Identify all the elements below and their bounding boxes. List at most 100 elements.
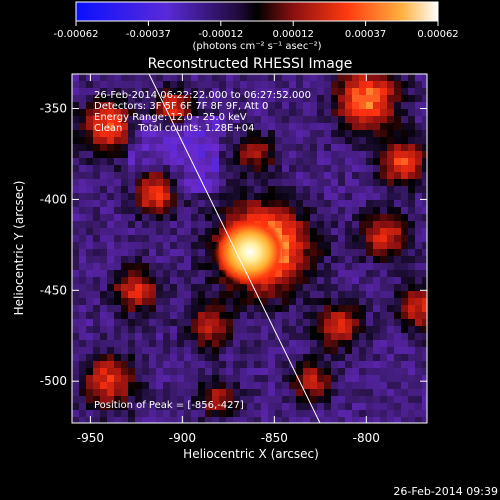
heatmap-cell [93,249,100,256]
heatmap-cell [422,109,427,116]
heatmap-cell [422,305,427,312]
heatmap-cell [331,158,338,165]
heatmap-cell [415,235,422,242]
heatmap-cell [114,200,121,207]
heatmap-cell [128,403,135,410]
heatmap-cell [198,235,205,242]
heatmap-cell [191,221,198,228]
heatmap-cell [93,326,100,333]
heatmap-cell [275,361,282,368]
heatmap-cell [135,277,142,284]
heatmap-cell [86,221,93,228]
heatmap-cell [401,347,408,354]
heatmap-cell [163,179,170,186]
heatmap-cell [72,410,79,417]
heatmap-cell [114,417,121,423]
heatmap-cell [149,263,156,270]
heatmap-cell [401,200,408,207]
heatmap-cell [142,375,149,382]
heatmap-cell [198,144,205,151]
heatmap-cell [156,284,163,291]
heatmap-cell [282,389,289,396]
heatmap-cell [156,298,163,305]
heatmap-cell [219,347,226,354]
heatmap-cell [254,396,261,403]
heatmap-cell [135,270,142,277]
heatmap-cell [338,354,345,361]
heatmap-cell [310,403,317,410]
heatmap-cell [191,74,198,81]
heatmap-cell [114,368,121,375]
heatmap-cell [142,305,149,312]
heatmap-cell [93,207,100,214]
heatmap-cell [170,256,177,263]
heatmap-cell [366,403,373,410]
heatmap-cell [86,137,93,144]
heatmap-cell [219,284,226,291]
heatmap-cell [163,417,170,423]
heatmap-cell [408,249,415,256]
heatmap-cell [135,256,142,263]
heatmap-cell [247,382,254,389]
heatmap-cell [345,312,352,319]
heatmap-cell [240,186,247,193]
heatmap-cell [303,214,310,221]
heatmap-cell [359,277,366,284]
heatmap-cell [345,88,352,95]
heatmap-cell [240,137,247,144]
heatmap-cell [205,396,212,403]
heatmap-cell [156,221,163,228]
heatmap-cell [310,130,317,137]
heatmap-cell [219,333,226,340]
heatmap-cell [163,361,170,368]
heatmap-cell [114,270,121,277]
heatmap-cell [317,382,324,389]
heatmap-cell [156,305,163,312]
heatmap-cell [422,179,427,186]
heatmap-cell [345,410,352,417]
colorbar-tick-label: -0.00012 [198,29,243,40]
heatmap-cell [387,158,394,165]
heatmap-cell [240,326,247,333]
heatmap-cell [331,179,338,186]
heatmap-cell [72,291,79,298]
heatmap-cell [184,403,191,410]
heatmap-cell [163,403,170,410]
heatmap-cell [100,326,107,333]
heatmap-cell [247,144,254,151]
heatmap-cell [338,312,345,319]
heatmap-cell [156,270,163,277]
heatmap-cell [219,116,226,123]
heatmap-cell [359,361,366,368]
heatmap-cell [380,410,387,417]
heatmap-cell [345,284,352,291]
heatmap-cell [226,347,233,354]
heatmap-cell [345,144,352,151]
heatmap-cell [212,116,219,123]
heatmap-cell [310,375,317,382]
heatmap-cell [79,81,86,88]
heatmap-cell [142,88,149,95]
heatmap-cell [324,116,331,123]
heatmap-cell [282,298,289,305]
heatmap-cell [338,193,345,200]
heatmap-cell [226,396,233,403]
heatmap-cell [401,305,408,312]
heatmap-cell [170,368,177,375]
heatmap-cell [275,207,282,214]
heatmap-cell [282,277,289,284]
heatmap-cell [289,333,296,340]
heatmap-cell [415,284,422,291]
heatmap-cell [86,326,93,333]
heatmap-cell [170,312,177,319]
heatmap-cell [142,410,149,417]
heatmap-cell [324,263,331,270]
heatmap-cell [331,312,338,319]
heatmap-cell [303,354,310,361]
heatmap-cell [408,256,415,263]
heatmap-cell [177,88,184,95]
heatmap-cell [247,130,254,137]
heatmap-cell [205,200,212,207]
heatmap-cell [135,151,142,158]
heatmap-cell [380,361,387,368]
